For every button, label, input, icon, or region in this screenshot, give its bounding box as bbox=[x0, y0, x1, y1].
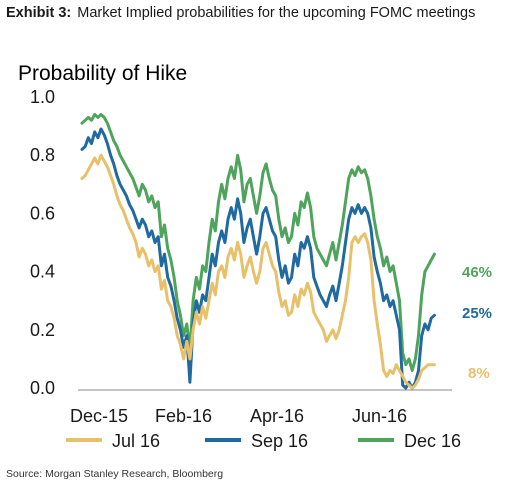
series-line-jul-16 bbox=[80, 153, 436, 390]
end-label-jul-16: 8% bbox=[468, 365, 490, 382]
legend: Jul 16 Sep 16 Dec 16 bbox=[66, 431, 461, 451]
legend-label: Dec 16 bbox=[404, 431, 461, 451]
y-axis-ticks: 0.0 0.2 0.4 0.6 0.8 1.0 bbox=[30, 87, 55, 398]
y-tick-label: 0.2 bbox=[30, 320, 55, 340]
end-labels: 8% 25% 46% bbox=[462, 264, 492, 382]
x-tick-label: Apr-16 bbox=[250, 406, 304, 426]
chart-header: Exhibit 3: Market Implied probabilities f… bbox=[6, 4, 506, 22]
x-axis-ticks: Dec-15 Feb-16 Apr-16 Jun-16 bbox=[70, 406, 407, 426]
legend-label: Sep 16 bbox=[251, 431, 308, 451]
end-label-sep-16: 25% bbox=[462, 305, 492, 322]
source-note: Source: Morgan Stanley Research, Bloombe… bbox=[6, 468, 224, 480]
y-tick-label: 0.4 bbox=[30, 262, 55, 282]
chart-title: Market Implied probabilities for the upc… bbox=[77, 5, 476, 21]
y-tick-label: 1.0 bbox=[30, 87, 55, 107]
y-tick-label: 0.8 bbox=[30, 145, 55, 165]
x-tick-label: Feb-16 bbox=[155, 406, 212, 426]
end-label-dec-16: 46% bbox=[462, 264, 492, 281]
series-lines bbox=[80, 113, 436, 390]
series-line-dec-16 bbox=[80, 113, 436, 372]
y-tick-label: 0.0 bbox=[30, 378, 55, 398]
y-tick-label: 0.6 bbox=[30, 203, 55, 223]
series-line-sep-16 bbox=[80, 127, 436, 390]
exhibit-number: Exhibit 3: bbox=[6, 5, 72, 21]
legend-label: Jul 16 bbox=[112, 431, 160, 451]
x-tick-label: Dec-15 bbox=[70, 406, 128, 426]
y-axis-title: Probability of Hike bbox=[18, 62, 187, 85]
x-tick-label: Jun-16 bbox=[352, 406, 407, 426]
